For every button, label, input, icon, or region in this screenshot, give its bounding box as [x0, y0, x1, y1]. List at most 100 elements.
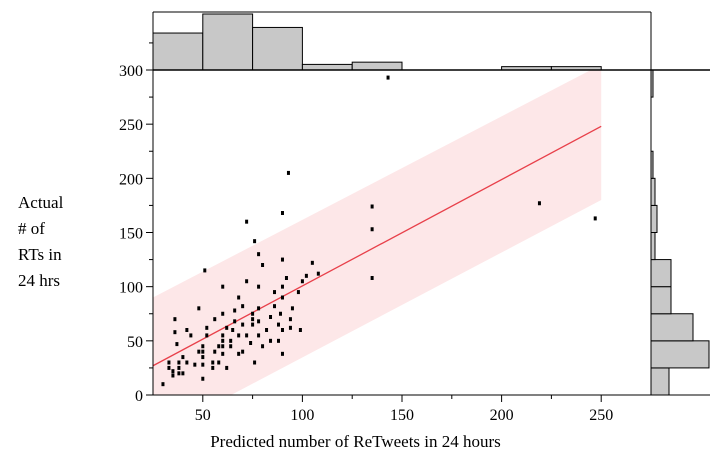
- data-point: [257, 319, 261, 324]
- data-point: [241, 304, 245, 309]
- data-point: [310, 260, 314, 265]
- x-tick-label: 200: [490, 407, 514, 424]
- data-point: [280, 351, 284, 356]
- data-point: [276, 322, 280, 327]
- data-point: [280, 295, 284, 300]
- data-point: [201, 344, 205, 349]
- y-histogram-bar: [650, 367, 670, 396]
- data-point: [280, 211, 284, 215]
- y-histogram-bar: [650, 177, 656, 206]
- y-tick-label: 200: [119, 171, 143, 188]
- data-point: [237, 351, 241, 356]
- data-point: [171, 373, 175, 378]
- data-point: [261, 344, 265, 349]
- y-axis-label-line-1: Actual: [18, 193, 64, 212]
- data-point: [221, 351, 225, 356]
- data-point: [229, 338, 233, 343]
- data-point: [197, 349, 201, 354]
- data-point: [233, 308, 237, 313]
- data-point: [167, 365, 171, 370]
- data-point: [537, 201, 541, 206]
- y-tick-label: 100: [119, 280, 143, 297]
- data-point: [257, 252, 261, 257]
- data-point: [161, 382, 165, 387]
- data-point: [304, 273, 308, 278]
- x-tick-label: 50: [195, 407, 211, 424]
- y-histogram-bar: [650, 313, 694, 342]
- data-point: [185, 360, 189, 365]
- data-point: [217, 360, 221, 365]
- data-point: [221, 311, 225, 316]
- data-point: [273, 290, 277, 295]
- data-point: [257, 333, 261, 338]
- data-point: [245, 219, 249, 224]
- y-histogram-bar: [650, 286, 672, 315]
- data-point: [177, 360, 181, 365]
- data-point: [251, 317, 255, 322]
- data-point: [205, 333, 209, 338]
- data-point: [298, 328, 302, 332]
- data-point: [225, 365, 229, 370]
- data-point: [229, 344, 233, 349]
- x-histogram-bar: [252, 26, 303, 71]
- data-point: [201, 362, 205, 367]
- data-point: [257, 306, 261, 311]
- data-point: [203, 268, 207, 273]
- confidence-band: [153, 70, 602, 395]
- data-point: [251, 311, 255, 316]
- data-point: [241, 322, 245, 327]
- data-point: [370, 276, 374, 280]
- data-point: [245, 279, 249, 284]
- y-tick-label: 0: [135, 388, 143, 405]
- data-point: [211, 360, 215, 365]
- data-point: [189, 333, 193, 338]
- x-axis-label: Predicted number of ReTweets in 24 hours: [210, 432, 501, 451]
- data-point: [245, 333, 249, 338]
- data-point: [201, 355, 205, 360]
- data-point: [185, 328, 189, 332]
- data-point: [284, 276, 288, 280]
- data-point: [280, 328, 284, 332]
- data-point: [257, 284, 261, 289]
- y-tick-label: 250: [119, 117, 143, 134]
- y-histogram-bar: [650, 259, 672, 288]
- data-point: [280, 284, 284, 289]
- data-point: [233, 319, 237, 324]
- data-point: [177, 371, 181, 376]
- data-point: [316, 271, 320, 276]
- data-point: [253, 239, 257, 244]
- data-point: [213, 349, 217, 354]
- data-point: [221, 344, 225, 349]
- data-point: [197, 306, 201, 311]
- data-point: [286, 170, 290, 175]
- data-point: [593, 216, 597, 221]
- y-tick-label: 300: [119, 63, 143, 80]
- data-point: [269, 338, 273, 343]
- data-point: [177, 365, 181, 370]
- data-point: [290, 306, 294, 311]
- data-point: [278, 311, 282, 316]
- y-tick-label: 50: [127, 334, 143, 351]
- data-point: [231, 328, 235, 332]
- data-point: [221, 284, 225, 289]
- data-point: [249, 341, 253, 345]
- x-histogram-bar: [152, 32, 204, 71]
- data-point: [237, 333, 241, 338]
- data-point: [181, 371, 185, 376]
- x-histogram-bar: [301, 63, 353, 71]
- data-point: [269, 315, 273, 319]
- data-point: [167, 360, 171, 365]
- regression-fit-line: [152, 125, 602, 367]
- data-point: [261, 263, 265, 267]
- y-histogram-bar: [650, 232, 656, 261]
- data-point: [201, 376, 205, 381]
- data-point: [280, 257, 284, 262]
- x-histogram-bar: [202, 13, 254, 71]
- data-point: [217, 344, 221, 349]
- data-point: [181, 355, 185, 360]
- x-histogram-bar: [351, 61, 403, 71]
- data-point: [296, 290, 300, 295]
- data-point: [171, 369, 175, 374]
